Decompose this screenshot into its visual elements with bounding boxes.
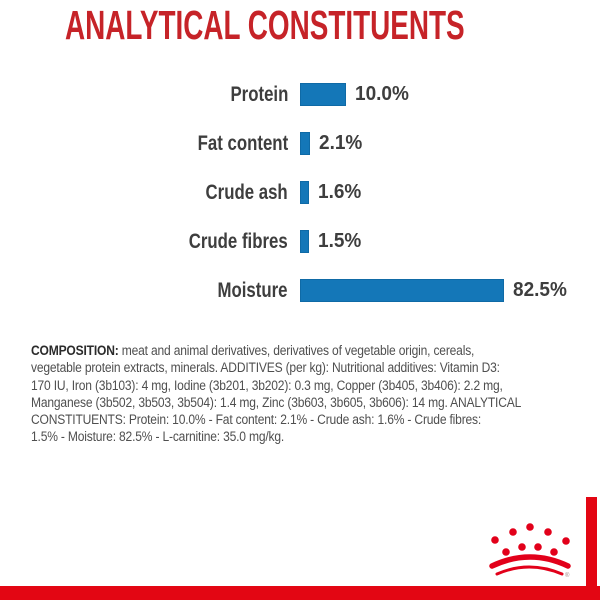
page-title: ANALYTICAL CONSTITUENTS — [65, 2, 465, 48]
composition-line: Manganese (3b502, 3b503, 3b504): 1.4 mg,… — [31, 394, 522, 410]
bar-value: 1.6% — [318, 181, 362, 203]
bar-row: Protein 10.0% — [0, 70, 600, 119]
crown-band-lower — [495, 565, 564, 576]
bar-value: 82.5% — [513, 279, 567, 301]
right-red-strip — [586, 497, 597, 586]
bar-value: 10.0% — [355, 83, 409, 105]
composition-line: vegetable protein extracts, minerals. AD… — [31, 360, 500, 376]
composition-bold-label: COMPOSITION: — [31, 343, 119, 358]
bottom-red-band — [0, 586, 600, 600]
bar-row: Crude fibres 1.5% — [0, 217, 600, 266]
bar — [300, 230, 309, 253]
bar-value: 2.1% — [319, 132, 363, 154]
bar-label: Protein — [230, 82, 288, 106]
bar — [300, 83, 346, 106]
bar-value: 1.5% — [318, 230, 362, 252]
bar-label: Fat content — [197, 131, 288, 155]
composition-line: 1.5% - Moisture: 82.5% - L-carnitine: 35… — [31, 429, 285, 445]
composition-line: COMPOSITION: meat and animal derivatives… — [31, 342, 535, 359]
composition-line: CONSTITUENTS: Protein: 10.0% - Fat conte… — [31, 412, 482, 428]
bar — [300, 279, 504, 302]
bar — [300, 132, 310, 155]
composition-line: 170 IU, Iron (3b103): 4 mg, Iodine (3b20… — [31, 377, 503, 393]
composition-line-text: meat and animal derivatives, derivatives… — [118, 343, 475, 358]
bar — [300, 181, 309, 204]
crown-dots — [491, 523, 570, 556]
bar-row: Moisture 82.5% — [0, 266, 600, 315]
bar-label: Crude fibres — [189, 229, 288, 253]
analytical-constituents-chart: Protein 10.0% Fat content 2.1% Crude ash… — [0, 70, 600, 315]
royal-canin-crown-logo: ® — [489, 523, 571, 579]
bar-row: Crude ash 1.6% — [0, 168, 600, 217]
crown-band-upper — [489, 554, 571, 569]
bar-label: Crude ash — [205, 180, 288, 204]
bar-row: Fat content 2.1% — [0, 119, 600, 168]
registered-mark: ® — [565, 572, 570, 579]
bar-label: Moisture — [217, 278, 288, 302]
composition-text: COMPOSITION: meat and animal derivatives… — [31, 342, 591, 446]
